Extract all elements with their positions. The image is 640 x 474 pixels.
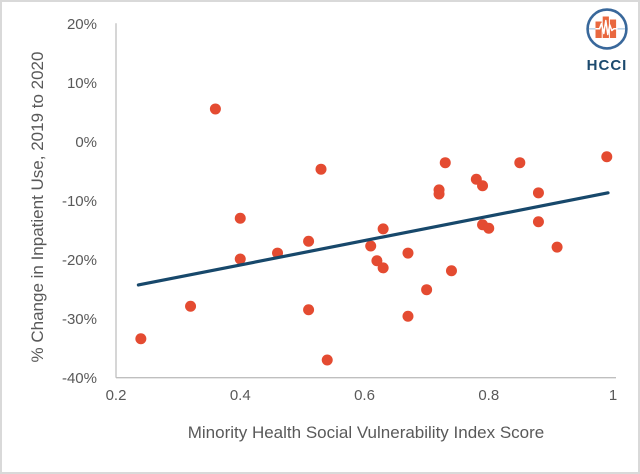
scatter-point bbox=[135, 333, 147, 345]
hcci-logo-pulse bbox=[595, 19, 618, 36]
x-tick-label: 1 bbox=[609, 387, 617, 404]
y-tick-label: 20% bbox=[67, 16, 97, 33]
hcci-logo: HCCI bbox=[585, 7, 629, 73]
y-tick-label: -40% bbox=[62, 370, 97, 387]
scatter-point bbox=[551, 241, 563, 253]
x-tick-label: 0.4 bbox=[230, 387, 251, 404]
scatter-point bbox=[477, 180, 489, 192]
scatter-point bbox=[532, 187, 544, 199]
y-tick-label: -10% bbox=[62, 193, 97, 210]
scatter-point bbox=[402, 310, 414, 322]
hcci-logo-bar bbox=[602, 16, 609, 38]
scatter-point bbox=[601, 151, 613, 163]
scatter-point bbox=[234, 253, 246, 265]
x-tick-label: 0.2 bbox=[106, 387, 127, 404]
scatter-point bbox=[377, 262, 389, 274]
x-tick-label: 0.8 bbox=[478, 387, 499, 404]
y-tick-label: 0% bbox=[75, 134, 97, 151]
scatter-point bbox=[209, 103, 221, 115]
scatter-point bbox=[483, 222, 495, 234]
trendline bbox=[136, 191, 610, 287]
scatter-point bbox=[315, 163, 327, 175]
y-tick-label: -20% bbox=[62, 252, 97, 269]
scatter-point bbox=[402, 247, 414, 259]
scatter-point bbox=[303, 304, 315, 316]
hcci-logo-icon bbox=[586, 8, 628, 50]
y-tick-label: -30% bbox=[62, 311, 97, 328]
scatter-point bbox=[439, 157, 451, 169]
scatter-point bbox=[185, 300, 197, 312]
hcci-logo-text: HCCI bbox=[586, 57, 628, 74]
scatter-point bbox=[445, 265, 457, 277]
scatter-point bbox=[321, 354, 333, 366]
y-axis-title: % Change in Inpatient Use, 2019 to 2020 bbox=[28, 51, 47, 363]
hcci-logo-bar bbox=[595, 21, 602, 38]
scatter-point bbox=[371, 255, 383, 267]
x-tick-label: 0.6 bbox=[354, 387, 375, 404]
scatter-point bbox=[377, 223, 389, 235]
scatter-point bbox=[532, 216, 544, 228]
scatter-point bbox=[303, 235, 315, 247]
scatter-point bbox=[514, 157, 526, 169]
scatter-point bbox=[234, 212, 246, 224]
y-tick-label: 10% bbox=[67, 75, 97, 92]
scatter-point bbox=[421, 284, 433, 296]
scatter-point bbox=[433, 188, 445, 200]
x-axis-title: Minority Health Social Vulnerability Ind… bbox=[187, 423, 545, 442]
scatter-point bbox=[365, 240, 377, 252]
